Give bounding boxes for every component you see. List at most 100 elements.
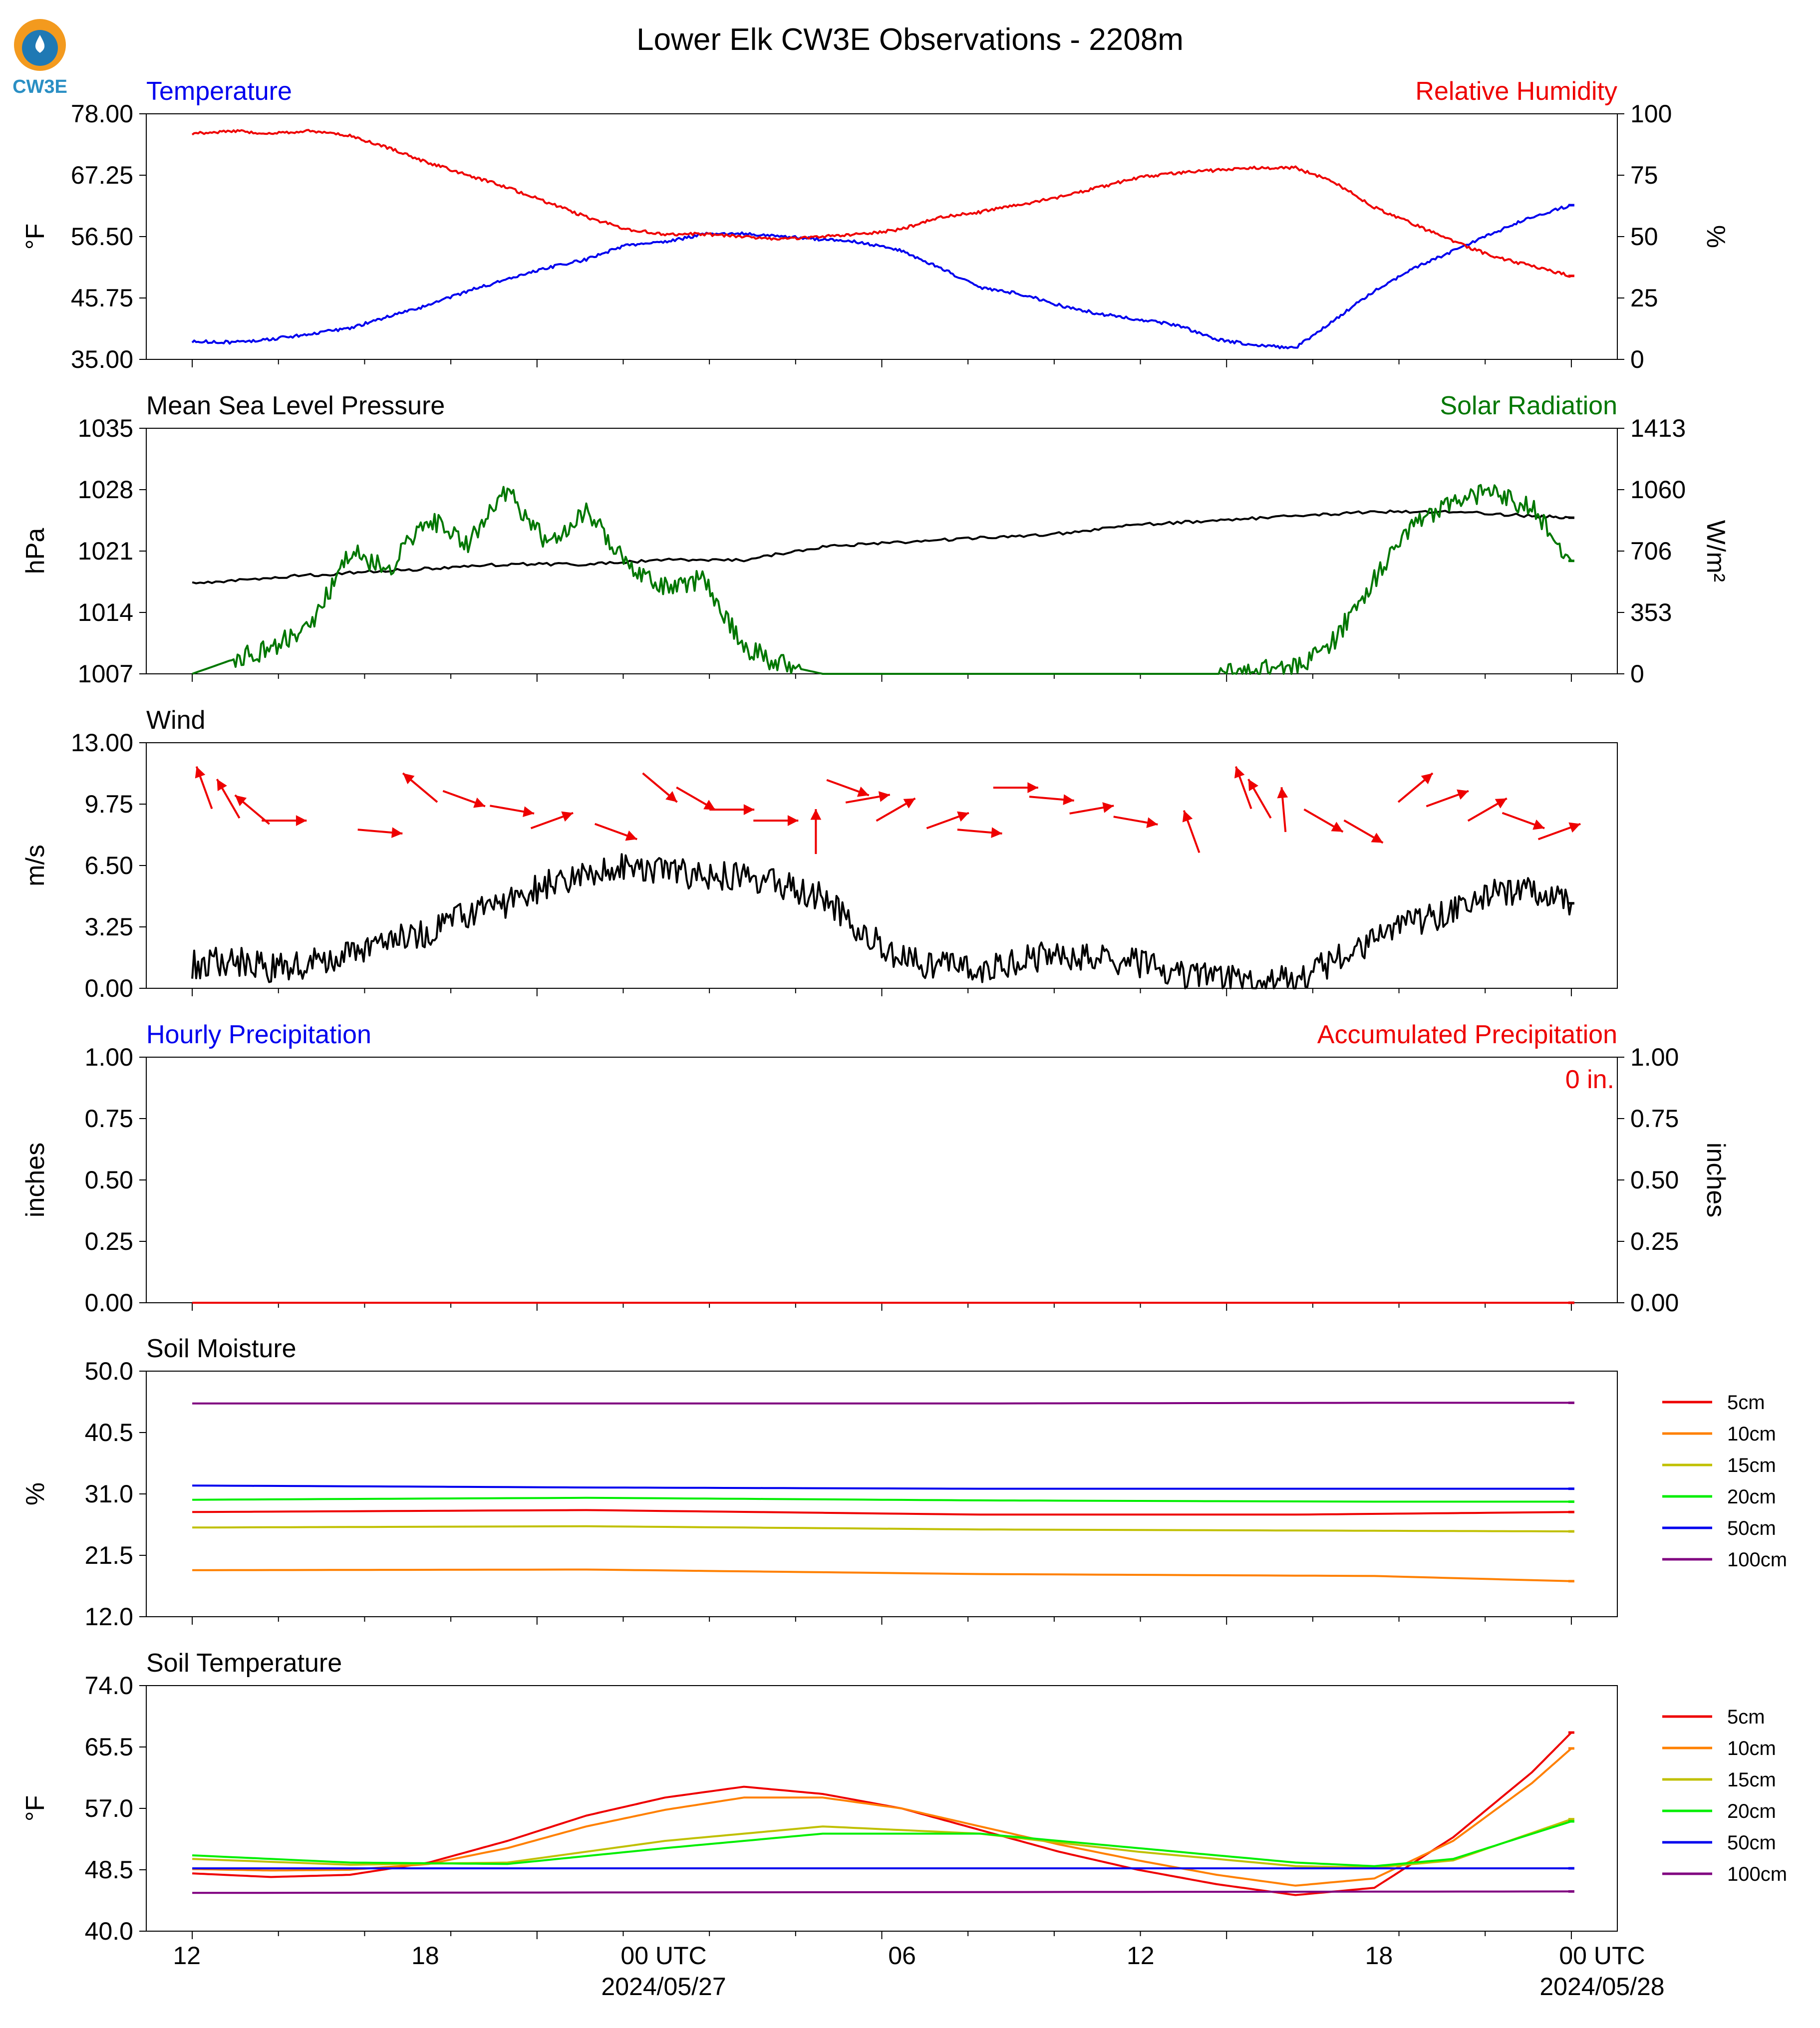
wind-arrow-head [1146, 817, 1158, 828]
y-axis-label-right: inches [1701, 1143, 1730, 1217]
wind-arrow-head [1532, 819, 1545, 830]
wind-arrow-head [625, 830, 637, 841]
y-axis-label: °F [21, 1795, 50, 1822]
y-tick-label-right: 0 [1630, 345, 1644, 373]
y-tick-label: 3.25 [85, 913, 133, 941]
wind-arrow-head [296, 815, 307, 826]
series-line-solar-radiation [192, 484, 1572, 675]
x-tick-label: 12 [173, 1942, 201, 1970]
wind-arrow-head [235, 795, 247, 807]
panel-title-left: Temperature [146, 77, 292, 106]
legend-label: 100cm [1727, 1549, 1787, 1571]
y-tick-label-right: 0 [1630, 660, 1644, 688]
panel-title-left: Hourly Precipitation [146, 1020, 371, 1049]
series-line-5cm [192, 1732, 1572, 1896]
panel-title-left: Wind [146, 706, 205, 735]
wind-arrow-head [1495, 798, 1507, 809]
wind-arrow-head [523, 806, 535, 817]
series-line-15cm [192, 1525, 1571, 1533]
legend-label: 20cm [1727, 1486, 1776, 1508]
cw3e-logo: CW3E [12, 19, 67, 97]
y-tick-label: 13.00 [71, 729, 133, 757]
logo-label: CW3E [12, 76, 67, 97]
y-tick-label-right: 706 [1630, 537, 1672, 565]
y-tick-label: 65.5 [85, 1733, 133, 1761]
y-tick-label-right: 50 [1630, 223, 1658, 251]
y-tick-label: 0.00 [85, 1289, 133, 1317]
panel-title-right: Accumulated Precipitation [1317, 1020, 1617, 1049]
series-line-10cm [192, 1568, 1571, 1582]
panel-wind: Wind 0.00 3.25 6.50 9.75 13.00 m/s [21, 706, 1618, 1002]
x-date-label: 2024/05/27 [601, 1973, 726, 2001]
x-tick-label: 18 [1365, 1942, 1393, 1970]
y-tick-label-right: 0.00 [1630, 1289, 1679, 1317]
y-tick-label-right: 25 [1630, 284, 1658, 312]
panel-title-right: Solar Radiation [1440, 391, 1617, 420]
legend-label: 10cm [1727, 1423, 1776, 1445]
wind-arrow-head [1331, 822, 1343, 832]
wind-arrow-head [1568, 822, 1581, 833]
wind-arrow-head [703, 800, 716, 810]
legend-label: 20cm [1727, 1800, 1776, 1822]
wind-arrow-head [1248, 779, 1258, 791]
y-tick-label: 9.75 [85, 790, 133, 818]
wind-arrow-head [857, 786, 869, 797]
y-tick-label: 35.00 [71, 345, 133, 373]
series-line-wind-speed [191, 853, 1572, 989]
legend-label: 5cm [1727, 1706, 1765, 1728]
x-tick-label: 00 UTC [1559, 1942, 1645, 1970]
y-tick-label: 31.0 [85, 1480, 133, 1508]
wind-arrow-head [878, 791, 890, 802]
x-tick-label: 06 [888, 1942, 916, 1970]
x-tick-label: 12 [1127, 1942, 1155, 1970]
y-tick-label: 48.5 [85, 1856, 133, 1884]
x-tick-label: 00 UTC [620, 1942, 706, 1970]
y-tick-label: 21.5 [85, 1541, 133, 1569]
wind-arrow-head [810, 809, 822, 820]
y-tick-label-right: 100 [1630, 100, 1672, 128]
y-tick-label-right: 1413 [1630, 414, 1686, 442]
y-axis-label: hPa [21, 528, 50, 575]
y-tick-label: 50.0 [85, 1357, 133, 1385]
y-tick-label: 0.25 [85, 1227, 133, 1255]
wind-arrow-head [1234, 766, 1245, 779]
legend-label: 5cm [1727, 1392, 1765, 1414]
wind-arrow-head [1457, 789, 1469, 800]
wind-arrow-head [1371, 833, 1383, 843]
y-tick-label-right: 0.50 [1630, 1166, 1679, 1194]
panel-frame [146, 1057, 1618, 1303]
x-tick-label: 18 [411, 1942, 439, 1970]
y-tick-label-right: 0.75 [1630, 1105, 1679, 1133]
y-tick-label: 1014 [78, 598, 133, 626]
panel-frame [146, 1371, 1618, 1617]
series-line-20cm [192, 1496, 1571, 1503]
logo-drop-icon [35, 35, 45, 53]
wind-arrow-head [991, 827, 1002, 838]
y-tick-label: 56.50 [71, 223, 133, 251]
panel-title-right: Relative Humidity [1415, 77, 1617, 106]
panel-title-left: Soil Moisture [146, 1334, 297, 1363]
series-line-100cm [192, 1890, 1571, 1894]
series-line-50cm [192, 1484, 1571, 1490]
wind-arrow-head [787, 815, 799, 826]
wind-arrow-head [903, 798, 915, 809]
y-axis-label: °F [21, 224, 50, 250]
wind-arrow-head [1421, 773, 1433, 785]
legend-label: 15cm [1727, 1454, 1776, 1476]
y-tick-label: 0.75 [85, 1105, 133, 1133]
legend-label: 50cm [1727, 1517, 1776, 1539]
y-axis-label: m/s [21, 845, 50, 886]
chart-panels: Temperature Relative Humidity 35.00 45.75 56… [21, 77, 1787, 2001]
y-tick-label: 40.5 [85, 1419, 133, 1447]
chart-title: Lower Elk CW3E Observations - 2208m [636, 22, 1184, 57]
y-tick-label: 40.0 [85, 1917, 133, 1945]
series-line-20cm [192, 1820, 1572, 1867]
panel-soil-temperature: Soil Temperature 40.0 48.5 57.0 65.5 74.0 °F 5c… [21, 1649, 1787, 1945]
panel-title-left: Mean Sea Level Pressure [146, 391, 445, 420]
wind-arrow-head [217, 779, 227, 791]
wind-arrow-head [1063, 794, 1074, 805]
y-tick-label: 1007 [78, 660, 133, 688]
wind-arrow-head [195, 766, 206, 779]
y-tick-label: 6.50 [85, 852, 133, 879]
